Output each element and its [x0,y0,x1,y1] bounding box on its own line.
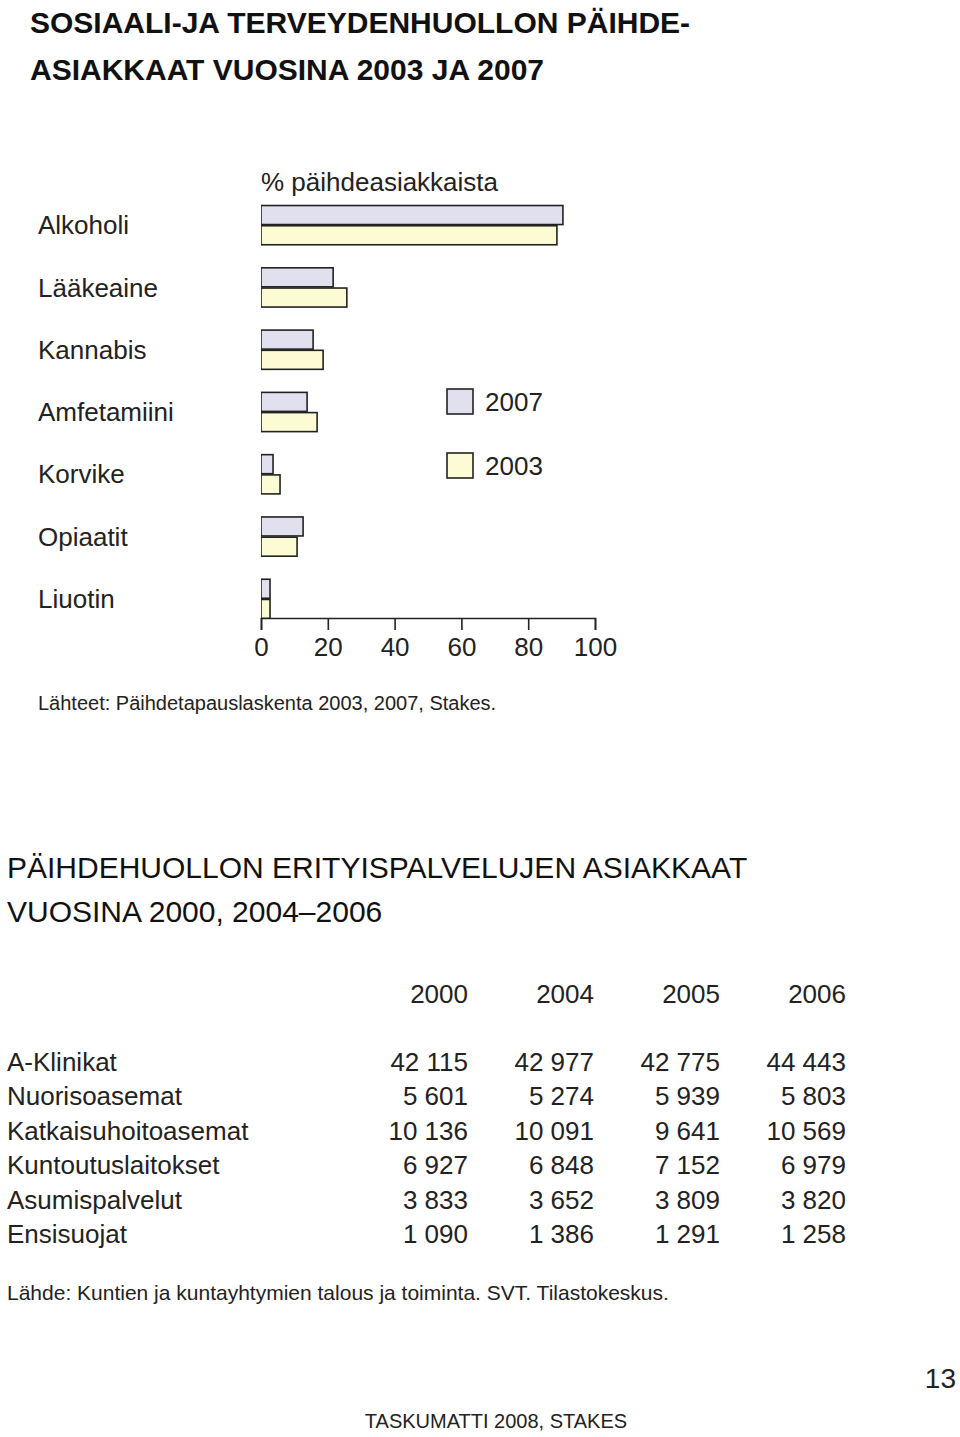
bar [261,517,303,536]
table-cell: 5 939 [655,1081,720,1111]
tick-label: 60 [447,632,476,662]
table-cell: 42 775 [640,1047,720,1077]
bar [261,537,297,556]
row-label: A-Klinikat [7,1047,118,1077]
bar [261,475,280,494]
table-cell: 10 569 [766,1116,846,1146]
category-label: Kannabis [38,335,146,365]
bar [261,599,270,618]
bars [261,206,563,618]
table-title: PÄIHDEHUOLLON ERITYISPALVELUJEN ASIAKKAA… [7,851,747,884]
legend-label: 2007 [485,387,543,417]
table-cell: 5 803 [781,1081,846,1111]
tick-mark [528,618,530,630]
legend-swatch [447,453,473,478]
x-axis: 0 20 40 60 80 100 [254,618,617,662]
table-cell: 6 848 [529,1150,594,1180]
bar [261,579,270,598]
tick-mark [595,618,597,630]
row-label: Ensisuojat [7,1219,128,1249]
axis-title: % päihdeasiakkaista [261,167,499,197]
bar [261,455,273,474]
table-cell: 3 833 [403,1185,468,1215]
table-cell: 6 979 [781,1150,846,1180]
tick-mark [394,618,396,630]
table-cell: 3 820 [781,1185,846,1215]
bar [261,350,323,369]
tick: 100 [574,618,617,662]
table-cell: 5 601 [403,1081,468,1111]
tick-mark [327,618,329,630]
table-cell: 1 386 [529,1219,594,1249]
legend-label: 2003 [485,451,543,481]
table-cell: 42 115 [390,1047,468,1077]
tick-mark [261,618,263,630]
table-cell: 10 091 [514,1116,594,1146]
source-note: Lähteet: Päihdetapauslaskenta 2003, 2007… [38,692,496,714]
row-label: Asumispalvelut [7,1185,183,1215]
bar [261,288,347,307]
tick: 40 [381,618,410,662]
category-label: Liuotin [38,584,115,614]
bar [261,206,563,225]
category-label: Amfetamiini [38,397,174,427]
tick: 60 [447,618,476,662]
table-cell: 42 977 [514,1047,594,1077]
table-cell: 9 641 [655,1116,720,1146]
category-label: Opiaatit [38,522,128,552]
footer-text: TASKUMATTI 2008, STAKES [365,1410,627,1432]
tick-label: 100 [574,632,617,662]
tick: 20 [314,618,343,662]
table-cell: 7 152 [655,1150,720,1180]
tick-label: 20 [314,632,343,662]
table-cell: 3 652 [529,1185,594,1215]
table-cell: 5 274 [529,1081,594,1111]
category-label: Lääkeaine [38,273,158,303]
bar [261,268,333,287]
page-number: 13 [925,1363,956,1394]
table-cell: 1 090 [403,1219,468,1249]
legend-swatch [447,389,473,414]
table-cell: 3 809 [655,1185,720,1215]
table-header: 2004 [536,979,594,1009]
chart-title: SOSIAALI-JA TERVEYDENHUOLLON PÄIHDE- [30,6,690,39]
table-cell: 1 291 [655,1219,720,1249]
table-header: 2006 [788,979,846,1009]
bar [261,413,317,432]
row-label: Nuorisoasemat [7,1081,183,1111]
bar [261,330,313,349]
page: SOSIAALI-JA TERVEYDENHUOLLON PÄIHDE- ASIA… [0,0,960,1437]
table-cell: 10 136 [388,1116,468,1146]
row-label: Katkaisuhoitoasemat [7,1116,249,1146]
table-title: VUOSINA 2000, 2004–2006 [7,895,382,928]
table-cell: 6 927 [403,1150,468,1180]
category-label: Korvike [38,459,125,489]
row-label: Kuntoutuslaitokset [7,1150,220,1180]
chart-title: ASIAKKAAT VUOSINA 2003 JA 2007 [30,53,544,86]
table-header: 2000 [410,979,468,1009]
tick: 80 [514,618,543,662]
tick-label: 0 [254,632,268,662]
axis-line [262,619,596,631]
table-source: Lähde: Kuntien ja kuntayhtymien talous j… [7,1281,669,1304]
bar [261,226,557,245]
tick: 0 [254,618,268,662]
category-label: Alkoholi [38,210,129,240]
bar [261,392,307,411]
table-cell: 44 443 [766,1047,846,1077]
tick-label: 80 [514,632,543,662]
tick-label: 40 [381,632,410,662]
tick-mark [461,618,463,630]
table-cell: 1 258 [781,1219,846,1249]
table-header: 2005 [662,979,720,1009]
